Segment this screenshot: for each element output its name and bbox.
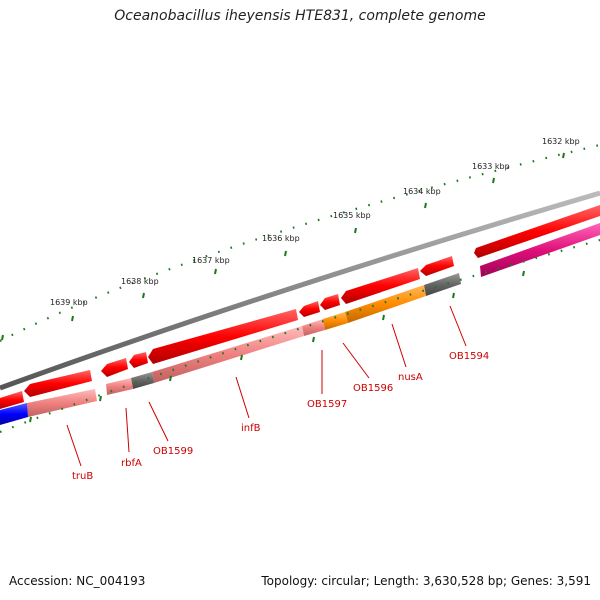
scale-label-1632: 1632 kbp	[542, 137, 580, 146]
gene-label-OB1596[interactable]: OB1596	[353, 383, 393, 394]
scale-label-1635: 1635 kbp	[333, 211, 371, 220]
gene-bar[interactable]	[0, 403, 28, 425]
gene-label-nusA[interactable]: nusA	[398, 372, 423, 383]
gene-arrow[interactable]	[129, 352, 148, 368]
gene-label-infB[interactable]: infB	[241, 423, 261, 434]
scale-label-1637: 1637 kbp	[192, 256, 230, 265]
scale-minor-ticks	[0, 143, 600, 342]
topology-text: Topology: circular; Length: 3,630,528 bp…	[261, 574, 591, 588]
gene-label-rbfA[interactable]: rbfA	[121, 458, 142, 469]
gene-bar[interactable]	[302, 319, 325, 336]
forward-strand-genes	[0, 205, 600, 409]
gene-arrow[interactable]	[24, 370, 92, 397]
gene-label-truB[interactable]: truB	[72, 471, 93, 482]
gene-arrow[interactable]	[101, 358, 128, 377]
gene-bar[interactable]	[152, 326, 304, 383]
gene-bar[interactable]	[106, 378, 133, 395]
gene-arrow[interactable]	[320, 294, 340, 310]
scale-label-1636: 1636 kbp	[262, 234, 300, 243]
gene-bar[interactable]	[131, 372, 154, 389]
gene-bar[interactable]	[480, 223, 600, 277]
gene-bar[interactable]	[345, 285, 426, 323]
label-leaders	[66, 305, 467, 467]
gene-arrow[interactable]	[341, 268, 420, 304]
scale-label-1638: 1638 kbp	[121, 277, 159, 286]
accession-text: Accession: NC_004193	[9, 574, 146, 588]
gene-label-OB1599[interactable]: OB1599	[153, 446, 193, 457]
scale-label-1633: 1633 kbp	[472, 162, 510, 171]
scale-label-1639: 1639 kbp	[50, 298, 88, 307]
map-title: Oceanobacillus iheyensis HTE831, complet…	[114, 8, 486, 24]
reverse-strand-genes	[0, 223, 600, 425]
gene-bar[interactable]	[323, 312, 348, 330]
gene-label-OB1594[interactable]: OB1594	[449, 351, 489, 362]
gene-bar[interactable]	[27, 389, 97, 417]
scale-label-1634: 1634 kbp	[403, 187, 441, 196]
gene-label-OB1597[interactable]: OB1597	[307, 399, 347, 410]
gene-arrow[interactable]	[299, 301, 320, 317]
inner-major-ticks	[29, 270, 525, 423]
scale-major-ticks	[1, 152, 565, 341]
gene-bar[interactable]	[424, 273, 461, 296]
gene-arrow[interactable]	[0, 391, 24, 409]
gene-arrow[interactable]	[474, 205, 600, 258]
genome-backbone	[0, 190, 600, 391]
gene-arrow[interactable]	[420, 256, 454, 276]
gene-arrow[interactable]	[148, 309, 298, 364]
